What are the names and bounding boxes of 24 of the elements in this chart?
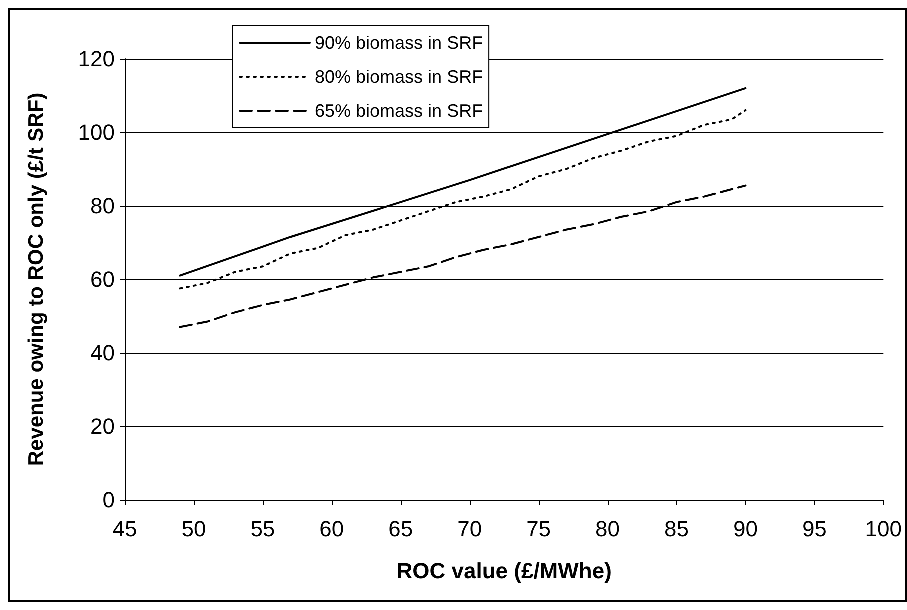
x-tick-label: 80	[596, 516, 620, 542]
legend-label: 80% biomass in SRF	[315, 67, 484, 87]
y-tick-label: 40	[90, 340, 115, 366]
x-tick-label: 85	[664, 516, 689, 542]
y-tick-label: 80	[90, 194, 115, 218]
legend-label: 65% biomass in SRF	[315, 101, 484, 121]
x-tick-label: 55	[250, 516, 276, 542]
y-tick-label: 0	[102, 488, 115, 512]
x-tick-label: 50	[182, 516, 206, 542]
y-tick-label: 20	[90, 414, 115, 439]
x-tick-label: 65	[388, 516, 414, 542]
y-axis-title: Revenue owing to ROC only (£/t SRF)	[25, 92, 48, 466]
y-tick-label: 100	[78, 120, 115, 145]
x-tick-label: 90	[733, 516, 758, 542]
x-tick-label: 95	[802, 516, 827, 542]
y-tick-label: 120	[78, 46, 115, 72]
x-tick-label: 60	[320, 516, 344, 542]
x-axis-title: ROC value (£/MWhe)	[396, 558, 612, 584]
x-tick-label: 70	[458, 516, 482, 542]
x-tick-label: 45	[112, 516, 138, 542]
x-tick-label: 100	[865, 516, 902, 542]
x-tick-label: 75	[526, 516, 552, 542]
legend-label: 90% biomass in SRF	[315, 33, 484, 53]
y-tick-label: 60	[90, 267, 115, 292]
